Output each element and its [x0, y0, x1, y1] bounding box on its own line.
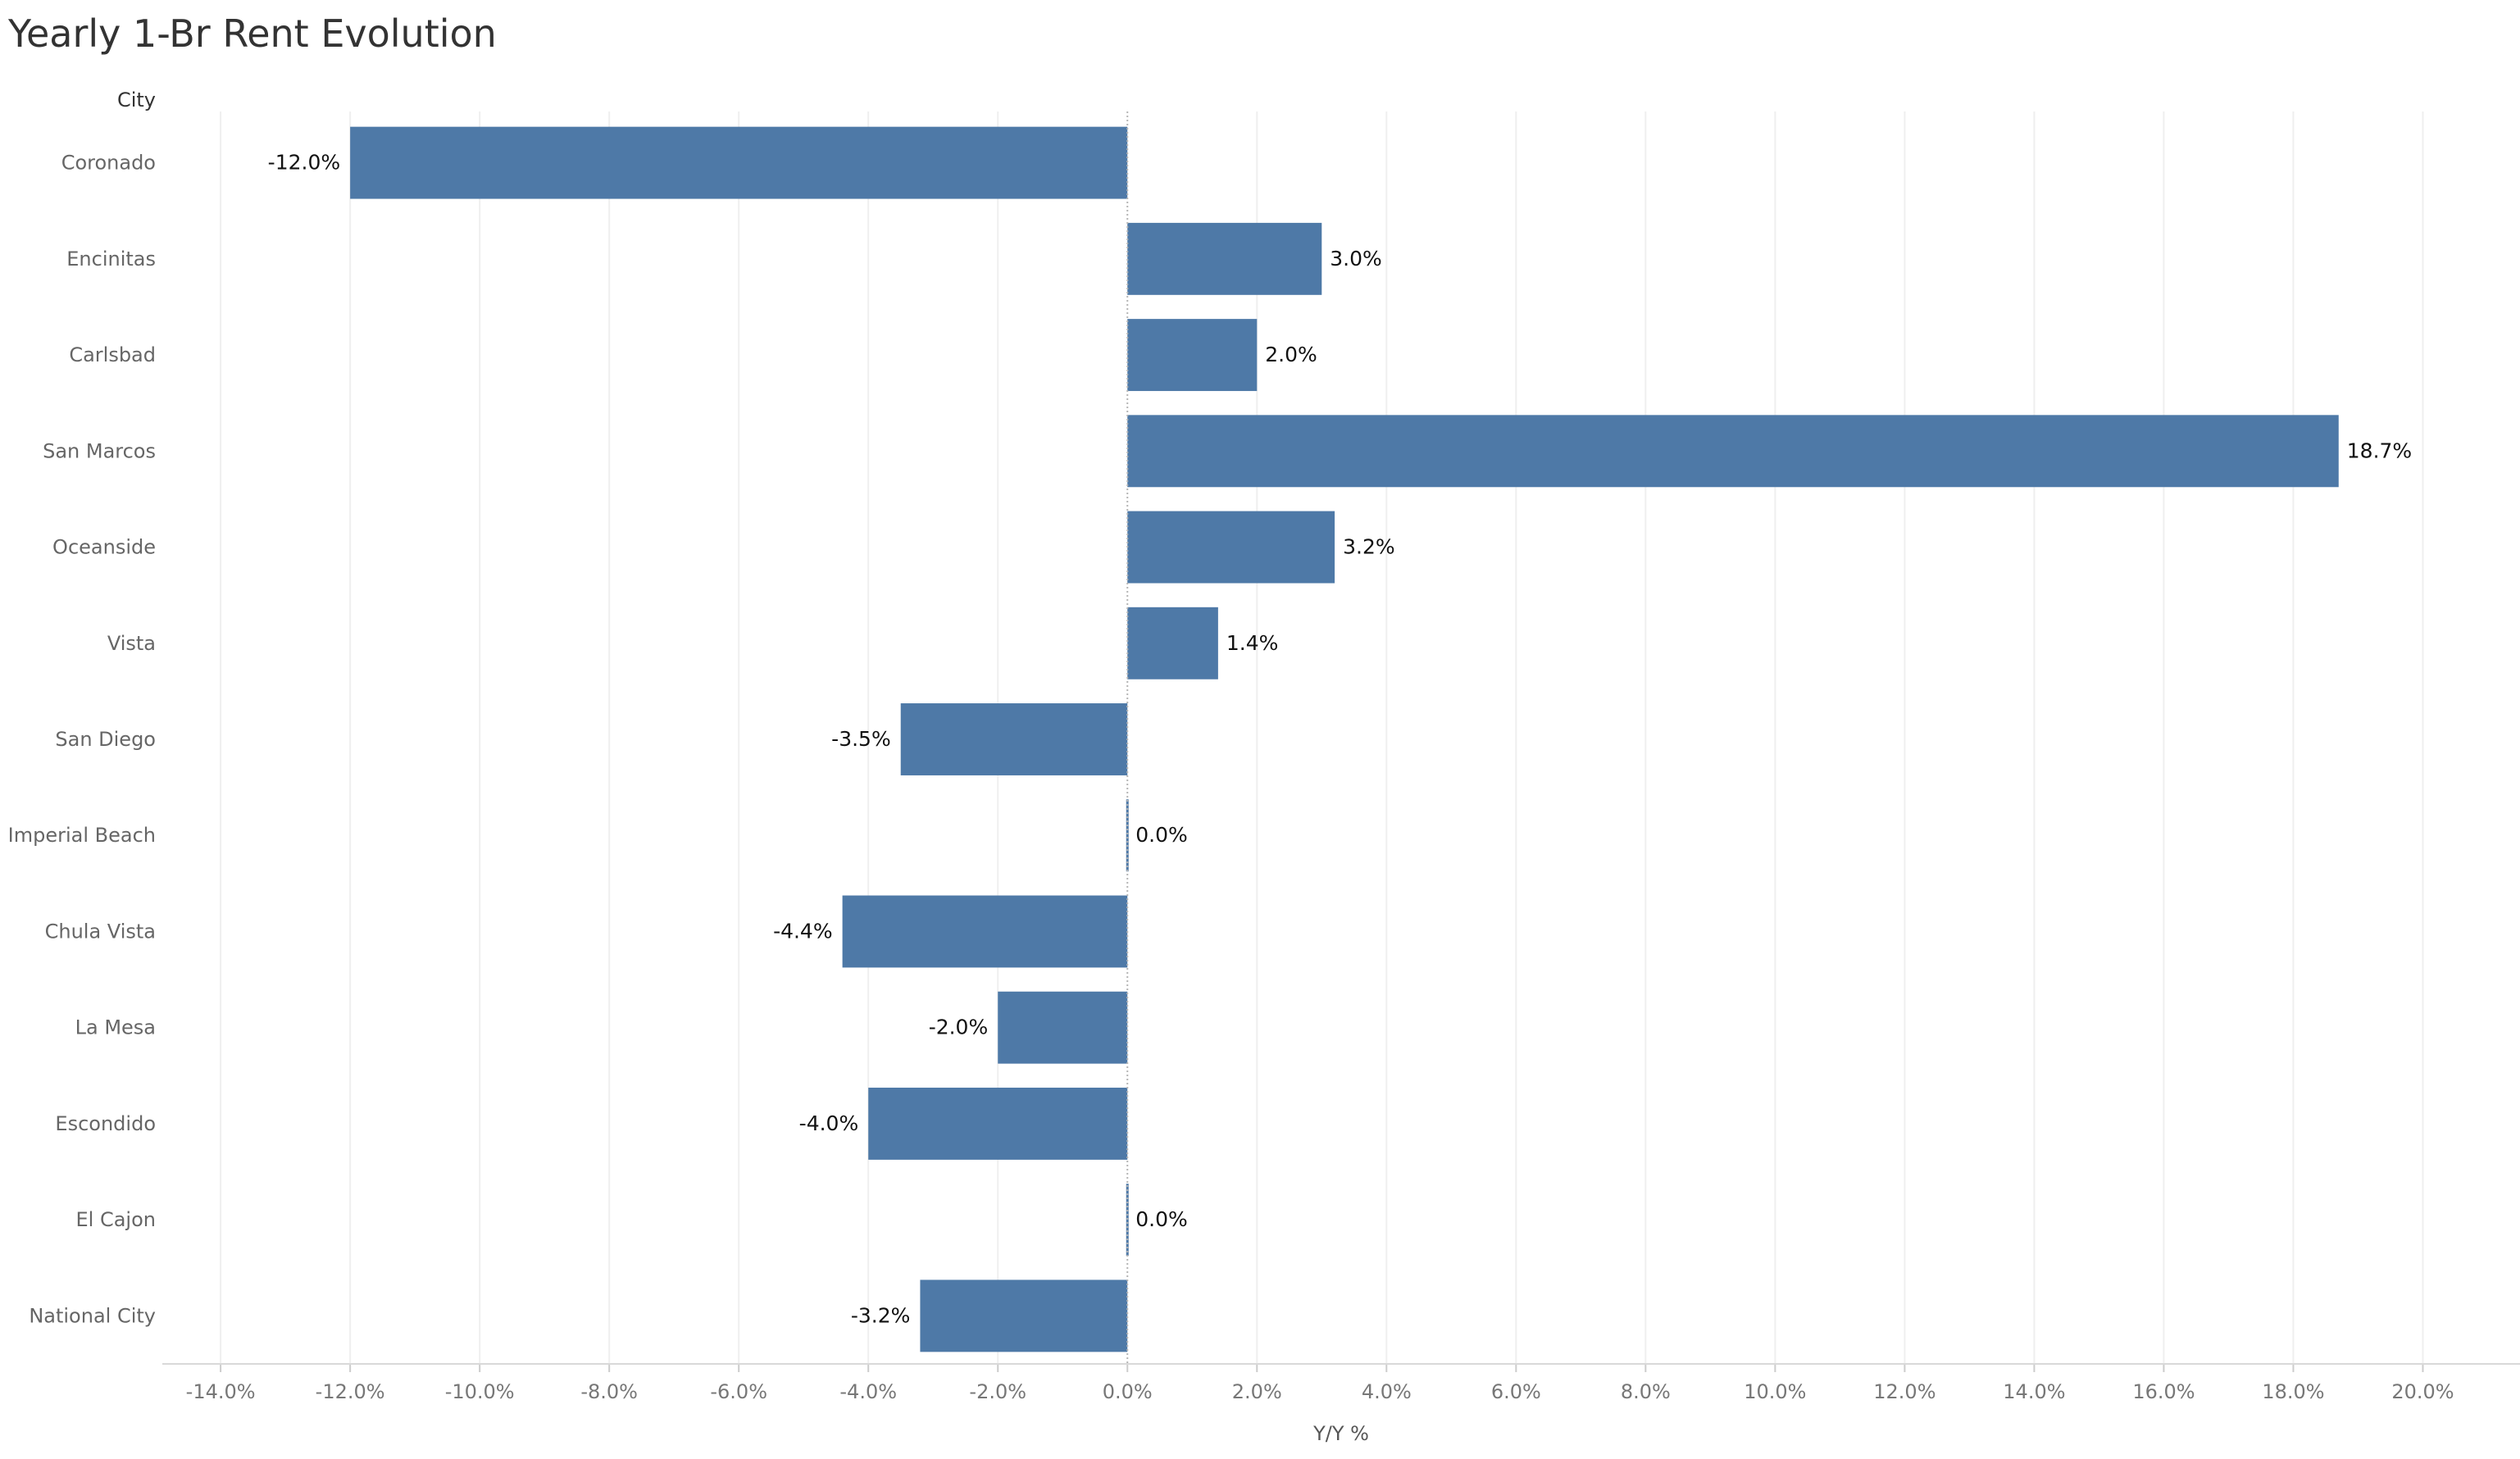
bar[interactable]: [1127, 319, 1258, 392]
bar[interactable]: [868, 1087, 1128, 1160]
bar[interactable]: [1127, 607, 1218, 680]
category-label: San Marcos: [43, 439, 156, 462]
x-tick-label: 4.0%: [1362, 1380, 1412, 1403]
bars: [350, 126, 2339, 1352]
gridlines: [220, 111, 2424, 1364]
x-tick-label: 14.0%: [2003, 1380, 2065, 1403]
bar[interactable]: [1126, 1184, 1129, 1257]
x-tick-label: 10.0%: [1744, 1380, 1806, 1403]
bar[interactable]: [1126, 799, 1129, 872]
data-label: -3.5%: [831, 727, 891, 751]
bar[interactable]: [1127, 511, 1335, 584]
x-tick-label: 6.0%: [1491, 1380, 1541, 1403]
data-label: -3.2%: [851, 1303, 911, 1327]
category-label: National City: [29, 1304, 156, 1327]
category-label: El Cajon: [76, 1208, 157, 1231]
data-label: 0.0%: [1135, 1207, 1188, 1231]
x-tick-label: -10.0%: [445, 1380, 515, 1403]
bar[interactable]: [998, 991, 1128, 1064]
x-tick-label: -4.0%: [839, 1380, 897, 1403]
x-tick-label: -2.0%: [969, 1380, 1026, 1403]
bar[interactable]: [350, 126, 1128, 199]
category-axis: Coronado Encinitas Carlsbad San Marcos Ocean…: [8, 152, 156, 1328]
x-axis: -14.0% -12.0% -10.0% -8.0% -6.0% -4.0% -2.0% 0.…: [162, 1363, 2520, 1403]
data-label: 2.0%: [1265, 343, 1317, 366]
data-label: -2.0%: [929, 1016, 989, 1039]
data-label: -12.0%: [268, 151, 340, 175]
x-tick-label: -14.0%: [186, 1380, 256, 1403]
x-tick-label: -8.0%: [580, 1380, 638, 1403]
x-tick-label: -12.0%: [316, 1380, 385, 1403]
bar[interactable]: [1127, 222, 1322, 295]
data-label: 3.2%: [1343, 535, 1395, 559]
data-label: -4.4%: [773, 919, 833, 943]
x-tick-label: 0.0%: [1103, 1380, 1153, 1403]
x-tick-label: 12.0%: [1873, 1380, 1935, 1403]
data-label: 3.0%: [1330, 247, 1382, 270]
data-label: 18.7%: [2347, 439, 2412, 462]
category-label: Carlsbad: [69, 343, 156, 366]
x-tick-label: 20.0%: [2391, 1380, 2454, 1403]
category-label: Vista: [107, 632, 156, 655]
category-label: Imperial Beach: [8, 824, 156, 847]
data-label: -4.0%: [799, 1111, 859, 1135]
bar[interactable]: [920, 1279, 1128, 1352]
x-axis-title: Y/Y %: [1312, 1422, 1369, 1445]
category-label: La Mesa: [75, 1016, 156, 1039]
bar[interactable]: [900, 703, 1128, 775]
category-label: Chula Vista: [45, 920, 156, 943]
x-tick-label: -6.0%: [710, 1380, 767, 1403]
x-tick-label: 2.0%: [1232, 1380, 1282, 1403]
x-tick-label: 8.0%: [1621, 1380, 1671, 1403]
bar[interactable]: [842, 895, 1128, 968]
x-tick-label: 16.0%: [2132, 1380, 2195, 1403]
category-label: Encinitas: [66, 248, 156, 270]
category-label: Escondido: [55, 1112, 156, 1135]
data-label: 0.0%: [1135, 823, 1188, 847]
category-label: San Diego: [55, 728, 156, 751]
data-labels: -12.0% 3.0% 2.0% 18.7% 3.2% 1.4% -3.5% 0.0% -4.4…: [268, 151, 2413, 1328]
chart-title: Yearly 1-Br Rent Evolution: [8, 11, 497, 56]
x-tick-label: 18.0%: [2262, 1380, 2324, 1403]
row-header: City: [117, 89, 156, 111]
bar[interactable]: [1127, 415, 2339, 488]
category-label: Oceanside: [52, 536, 156, 559]
category-label: Coronado: [61, 152, 156, 175]
data-label: 1.4%: [1226, 631, 1279, 655]
